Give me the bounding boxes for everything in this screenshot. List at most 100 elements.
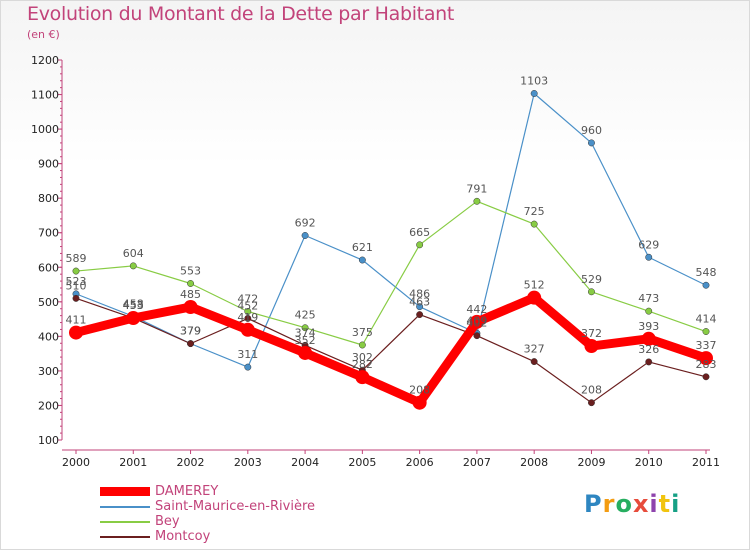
data-point bbox=[72, 294, 80, 302]
data-label: 409 bbox=[466, 314, 487, 327]
data-point bbox=[527, 290, 542, 305]
y-tick-label: 600 bbox=[38, 261, 59, 274]
y-tick-label: 1100 bbox=[31, 89, 59, 102]
data-label: 337 bbox=[696, 339, 717, 352]
data-point bbox=[412, 395, 427, 410]
logo-letter: i bbox=[671, 490, 681, 518]
y-tick-label: 800 bbox=[38, 192, 59, 205]
data-label: 442 bbox=[466, 303, 487, 316]
data-point bbox=[699, 351, 713, 366]
data-label: 485 bbox=[180, 288, 201, 301]
data-label: 302 bbox=[352, 351, 373, 364]
data-label: 692 bbox=[295, 216, 316, 229]
data-point bbox=[69, 325, 83, 340]
data-label: 553 bbox=[180, 265, 201, 278]
data-label: 282 bbox=[352, 358, 373, 371]
data-point bbox=[530, 220, 538, 228]
data-label: 311 bbox=[237, 348, 258, 361]
data-point bbox=[298, 345, 313, 360]
x-tick-label: 2008 bbox=[520, 456, 548, 469]
data-label: 372 bbox=[581, 327, 602, 340]
data-point bbox=[244, 363, 252, 371]
logo-letter: x bbox=[632, 490, 650, 518]
data-label: 665 bbox=[409, 226, 430, 239]
data-label: 411 bbox=[66, 314, 87, 327]
data-point bbox=[645, 253, 653, 261]
data-point bbox=[588, 139, 595, 147]
data-point bbox=[702, 281, 710, 289]
data-point bbox=[584, 339, 599, 354]
data-point bbox=[129, 262, 137, 270]
data-point bbox=[244, 308, 252, 315]
x-tick-label: 2010 bbox=[635, 456, 663, 469]
y-tick-label: 1000 bbox=[31, 123, 59, 136]
data-point bbox=[473, 197, 481, 205]
data-label: 379 bbox=[180, 325, 201, 338]
data-label: 453 bbox=[123, 299, 144, 312]
y-tick-label: 1200 bbox=[31, 54, 59, 67]
data-point bbox=[355, 370, 370, 385]
y-tick-label: 200 bbox=[38, 399, 59, 412]
data-point bbox=[416, 303, 424, 311]
series-line-3 bbox=[75, 297, 707, 404]
series-line-0 bbox=[74, 293, 708, 408]
legend-item: Saint-Maurice-en-Rivière bbox=[100, 499, 315, 514]
legend-item: DAMEREY bbox=[100, 484, 315, 499]
data-label: 548 bbox=[696, 266, 717, 279]
legend-swatch bbox=[100, 520, 150, 523]
data-label: 629 bbox=[638, 238, 659, 251]
y-tick-label: 100 bbox=[38, 434, 59, 447]
legend-label: Bey bbox=[155, 514, 180, 529]
data-label: 425 bbox=[295, 309, 316, 322]
y-tick-label: 300 bbox=[38, 365, 59, 378]
data-label: 375 bbox=[352, 326, 373, 339]
data-label: 621 bbox=[352, 241, 373, 254]
y-tick-label: 400 bbox=[38, 330, 59, 343]
data-label: 725 bbox=[524, 205, 545, 218]
x-tick-label: 2000 bbox=[62, 456, 90, 469]
data-point bbox=[416, 241, 424, 249]
data-label: 402 bbox=[466, 317, 487, 330]
data-labels-layer: 411 453 485 419 352 282 208 442 512 372 393 337 523 4… bbox=[66, 75, 717, 397]
data-label: 463 bbox=[409, 296, 430, 309]
legend-label: Saint-Maurice-en-Rivière bbox=[155, 499, 316, 514]
data-label: 453 bbox=[123, 299, 144, 312]
data-point bbox=[72, 267, 80, 275]
data-label: 472 bbox=[237, 292, 258, 305]
data-point bbox=[358, 256, 366, 264]
legend-label: Montcoy bbox=[155, 529, 211, 544]
y-tick-label: 700 bbox=[38, 227, 59, 240]
data-point bbox=[645, 307, 653, 315]
data-label: 589 bbox=[66, 252, 87, 265]
data-point bbox=[588, 399, 595, 407]
logo-letter: o bbox=[615, 490, 633, 518]
data-point bbox=[187, 340, 194, 348]
chart-legend: DAMEREY Saint-Maurice-en-Rivière Bey Montco… bbox=[100, 484, 315, 544]
data-point bbox=[641, 331, 656, 346]
data-label: 374 bbox=[295, 326, 316, 339]
data-label: 452 bbox=[237, 299, 258, 312]
y-tick-label: 900 bbox=[38, 158, 59, 171]
data-point bbox=[702, 328, 710, 335]
data-label: 326 bbox=[638, 343, 659, 356]
data-label: 327 bbox=[524, 343, 545, 356]
data-label: 283 bbox=[696, 358, 717, 371]
data-label: 414 bbox=[696, 313, 717, 326]
series-layer bbox=[69, 90, 713, 410]
data-label: 529 bbox=[581, 273, 602, 286]
logo-letter: r bbox=[602, 490, 616, 518]
x-tick-label: 2003 bbox=[234, 456, 262, 469]
data-point bbox=[530, 358, 538, 366]
data-label: 458 bbox=[123, 297, 144, 310]
legend-item: Bey bbox=[100, 514, 315, 529]
data-point bbox=[126, 311, 141, 326]
legend-swatch bbox=[100, 505, 150, 508]
x-tick-label: 2001 bbox=[119, 456, 147, 469]
data-label: 510 bbox=[66, 279, 87, 292]
series-line-1 bbox=[75, 92, 707, 368]
data-label: 1103 bbox=[520, 75, 548, 88]
y-tick-label: 500 bbox=[38, 296, 59, 309]
data-point bbox=[240, 322, 255, 337]
series-line-2 bbox=[75, 200, 707, 346]
